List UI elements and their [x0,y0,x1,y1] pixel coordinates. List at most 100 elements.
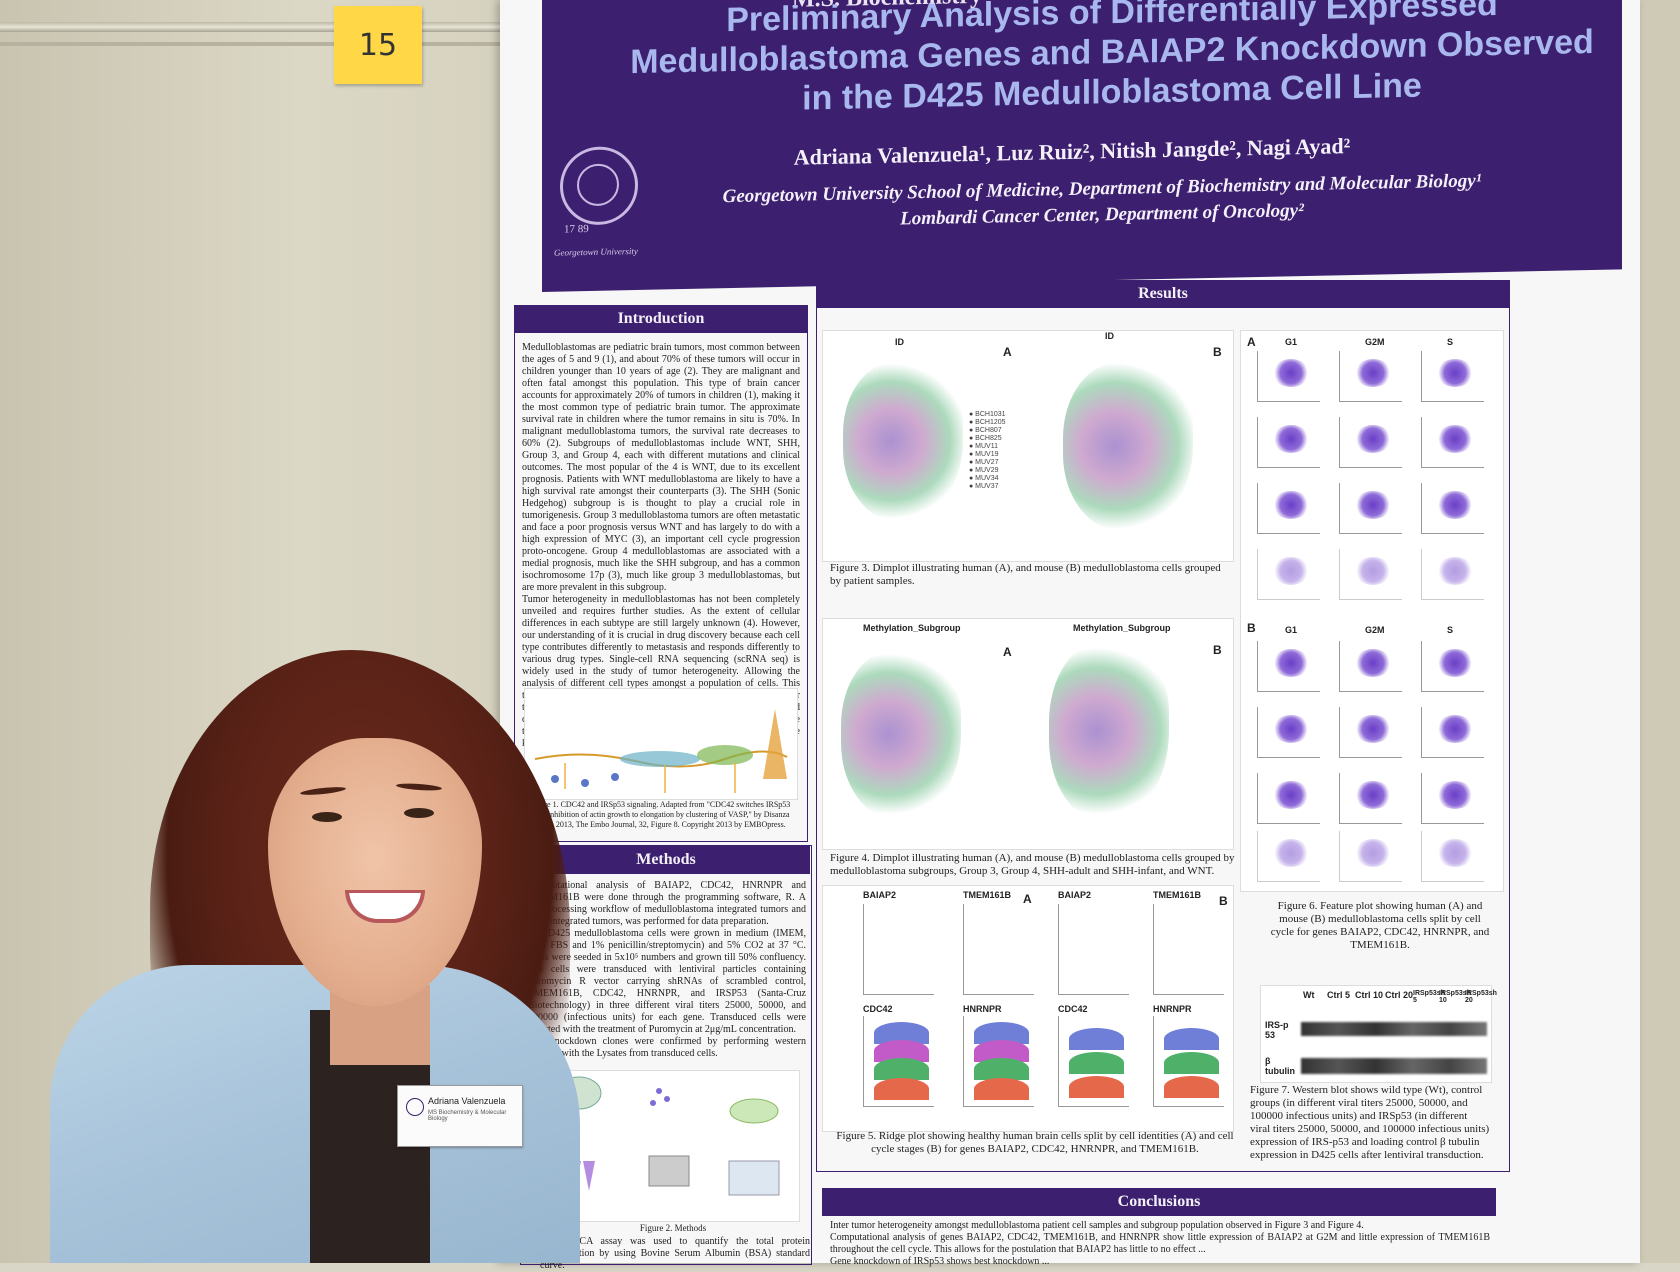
methods-list: Computational analysis of BAIAP2, CDC42,… [528,880,806,1060]
introduction-text: Medulloblastomas are pediatric brain tum… [522,342,800,750]
fig6-plot [1339,483,1402,534]
fig6-plot [1339,831,1402,882]
fig5-panel-a: A [1023,892,1032,906]
fig6-plot [1257,417,1320,468]
fig5-gene-label: CDC42 [863,1004,893,1014]
fig6-plot [1339,351,1402,402]
fig5-gene-label: TMEM161B [963,890,1012,900]
fig6-plot [1421,483,1484,534]
fig3-panel-a: A [1003,345,1012,359]
poster-banner: M.S. Biochemistry Preliminary Analysis o… [542,0,1622,292]
fig6-plot [1421,641,1484,692]
figure-4-dimplot: Methylation_Subgroup Methylation_Subgrou… [822,618,1234,850]
blot-lane-label: Ctrl 5 [1327,990,1351,1000]
blot-band-irsp53 [1301,1022,1487,1036]
figure-3-caption: Figure 3. Dimplot illustrating human (A)… [830,562,1221,587]
poster-authors: Adriana Valenzuela¹, Luz Ruiz², Nitish J… [793,133,1351,170]
introduction-heading: Introduction [514,305,808,333]
presenter-eye-right [404,808,434,818]
fig6-plot [1257,351,1320,402]
fig6-plot [1339,707,1402,758]
poster-title: Preliminary Analysis of Differentially E… [630,0,1594,118]
fig6-plot [1257,707,1320,758]
blot-lane-label: IRSp53sh 10 [1439,990,1471,1004]
blot-lane-label: IRSp53sh 20 [1465,990,1497,1004]
fig5-ridge [863,904,934,995]
fig6-plot [1421,707,1484,758]
blot-row-label: IRS-p 53 [1265,1020,1289,1040]
fig5-gene-label: TMEM161B [1153,890,1202,900]
fig6-plot [1257,831,1320,882]
name-badge: Adriana Valenzuela MS Biochemistry & Mol… [397,1085,523,1147]
figure-5-caption: Figure 5. Ridge plot showing healthy hum… [836,1130,1234,1155]
fig6-panel-b: B [1247,621,1256,635]
presenter-eye-left [312,812,342,822]
conclusions-item: Computational analysis of genes BAIAP2, … [830,1232,1490,1255]
conclusions-heading: Conclusions [822,1188,1496,1216]
fig4a-umap [841,649,961,819]
fig3b-umap [1063,361,1193,531]
fig5-panel-b: B [1219,894,1228,908]
conclusions-item: Gene knockdown of IRSp53 shows best knoc… [830,1256,1050,1267]
fig6-plot [1339,773,1402,824]
fig6-plot [1257,641,1320,692]
fig6-plot [1421,549,1484,600]
figure-2-caption: Figure 2. Methods [639,1223,707,1233]
blot-row-label: β tubulin [1265,1056,1295,1076]
fig5-gene-label: BAIAP2 [863,890,897,900]
fig5-gene-label: HNRNPR [963,1004,1002,1014]
blot-lane-label: IRSp53sh 5 [1413,990,1445,1004]
figure-2-diagram [548,1070,800,1222]
fig5-ridge [963,904,1034,995]
fig5-ridge [1153,904,1224,995]
fig5-ridge-colored [1058,1016,1129,1107]
blot-lane-label: Wt [1303,990,1315,1000]
introduction-paragraph-1: Medulloblastomas are pediatric brain tum… [522,342,800,593]
fig6-panel-a: A [1247,335,1256,349]
fig5-ridge-colored [963,1016,1034,1107]
wall-trim [0,22,500,32]
fig4-panel-a: A [1003,645,1012,659]
results-heading: Results [816,280,1510,308]
figure-7-caption: Figure 7. Western blot shows wild type (… [1250,1084,1490,1161]
presenter-face [268,738,482,1006]
fig6-plot [1421,351,1484,402]
fig4b-title: Methylation_Subgroup [1073,623,1171,633]
fig6-plot [1339,417,1402,468]
fig6-cycle-label: S [1447,337,1454,347]
fig5-gene-label: BAIAP2 [1058,890,1092,900]
methods-item: The knockdown clones were confirmed by p… [528,1036,806,1059]
figure-6-caption: Figure 6. Feature plot showing human (A)… [1270,900,1490,951]
methods-heading: Methods [522,846,810,874]
fig6-plot [1339,549,1402,600]
figure-1-diagram [524,688,798,800]
wall-trim-lower [0,42,500,46]
badge-program: MS Biochemistry & Molecular Biology [428,1110,507,1122]
poster-affiliations: Georgetown University School of Medicine… [642,167,1562,238]
fig5-ridge-colored [863,1016,934,1107]
fig6-plot [1257,483,1320,534]
fig3b-title: ID [1105,331,1114,341]
fig4a-title: Methylation_Subgroup [863,623,961,633]
fig4-panel-b: B [1213,643,1222,657]
fig6-cycle-label: G2M [1365,337,1385,347]
fig6-plot [1257,549,1320,600]
georgetown-seal-icon [560,145,638,226]
fig3a-title: ID [895,337,904,347]
fig6-plot [1421,417,1484,468]
sticky-note: 15 [334,6,422,84]
fig6-plot [1421,831,1484,882]
conclusions-list: Inter tumor heterogeneity amongst medull… [830,1220,1490,1268]
figure-4-caption: Figure 4. Dimplot illustrating human (A)… [830,852,1235,877]
seal-text: Georgetown University [554,245,638,258]
blot-lane-label: Ctrl 20 [1385,990,1414,1000]
fig6-plot [1257,773,1320,824]
fig5-gene-label: HNRNPR [1153,1004,1192,1014]
seal-years: 17 89 [564,223,589,236]
conclusions-item: Inter tumor heterogeneity amongst medull… [830,1220,1364,1231]
fig6-plot [1421,773,1484,824]
fig6-cycle-label: G1 [1285,337,1298,347]
fig6-cycle-label: G2M [1365,625,1385,635]
blot-band-tubulin [1301,1058,1487,1074]
fig4b-umap [1049,641,1169,821]
